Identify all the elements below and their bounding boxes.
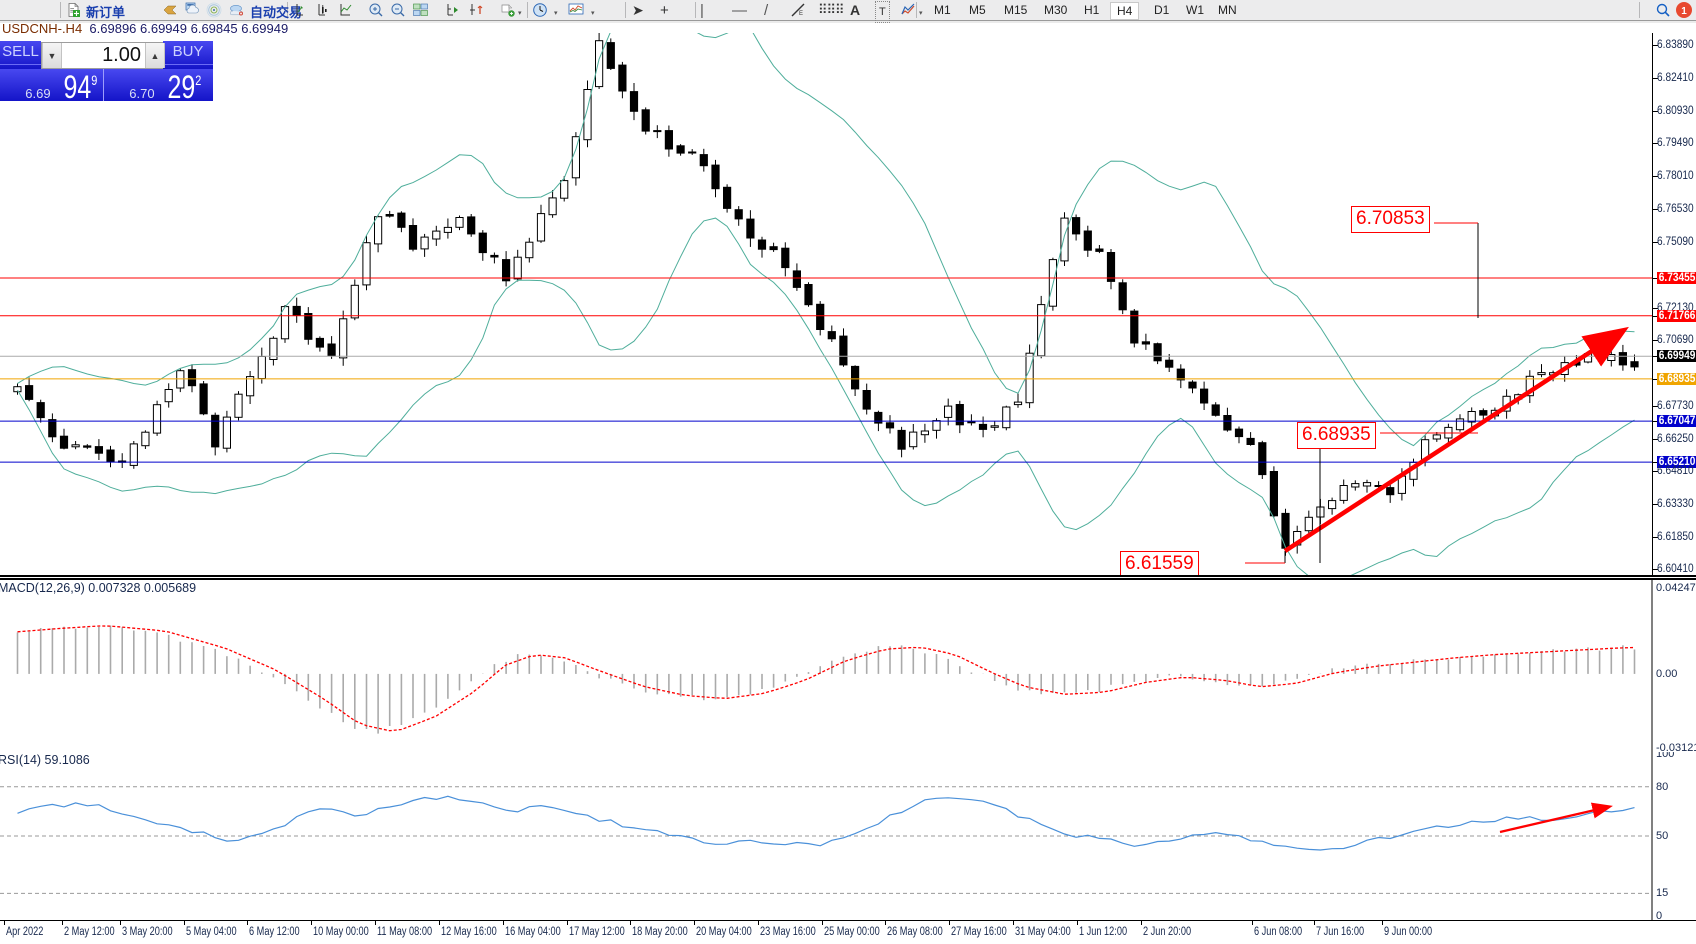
svg-text:1: 1	[1681, 6, 1687, 17]
svg-text:E: E	[799, 11, 803, 17]
